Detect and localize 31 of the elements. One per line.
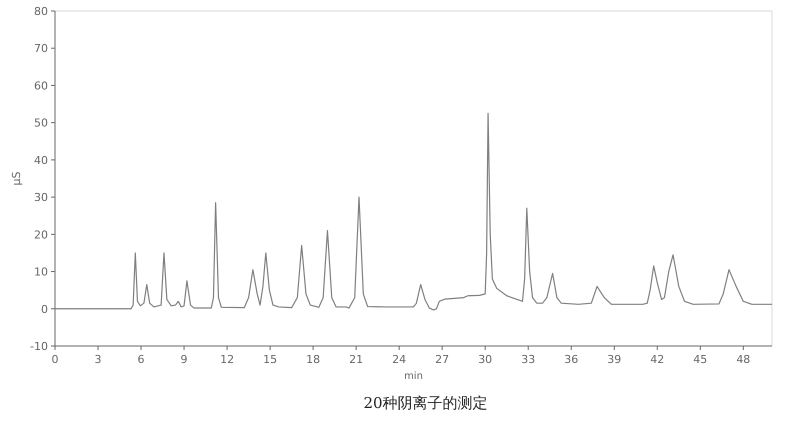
x-tick-label: 45 bbox=[693, 353, 708, 366]
y-tick-label: 10 bbox=[34, 266, 48, 279]
y-tick-label: 60 bbox=[34, 79, 48, 92]
y-tick-label: 20 bbox=[34, 228, 48, 242]
y-axis-title: μS bbox=[10, 171, 23, 186]
line-series bbox=[54, 112, 773, 310]
x-tick-label: 0 bbox=[52, 353, 58, 366]
y-tick-label: 40 bbox=[34, 154, 48, 167]
x-tick-label: 30 bbox=[478, 353, 492, 366]
x-tick-label: 15 bbox=[263, 353, 278, 366]
x-axis-title: min bbox=[404, 371, 423, 382]
y-tick-label: 30 bbox=[34, 191, 48, 204]
text: 20种阴离子的测定 bbox=[363, 394, 488, 412]
y-tick-label: 0 bbox=[41, 302, 48, 316]
y-tick-label: -10 bbox=[30, 340, 48, 353]
x-tick-label: 33 bbox=[521, 353, 536, 366]
y-tick-label: 80 bbox=[34, 5, 48, 18]
x-tick-label: 42 bbox=[650, 353, 664, 366]
x-tick-label: 9 bbox=[180, 353, 188, 366]
y-tick-label: 50 bbox=[34, 116, 48, 130]
x-tick-label: 12 bbox=[220, 353, 234, 366]
x-tick-label: 48 bbox=[736, 353, 750, 366]
x-tick-label: 21 bbox=[349, 353, 364, 366]
x-tick-label: 36 bbox=[564, 353, 578, 366]
x-tick-label: 24 bbox=[392, 353, 406, 366]
x-tick-label: 39 bbox=[607, 353, 622, 366]
x-tick-label: 3 bbox=[94, 353, 102, 366]
x-tick-label: 18 bbox=[306, 353, 320, 366]
x-tick-label: 27 bbox=[435, 353, 450, 366]
x-tick-label: 6 bbox=[138, 353, 145, 366]
y-tick-label: 70 bbox=[34, 42, 48, 56]
